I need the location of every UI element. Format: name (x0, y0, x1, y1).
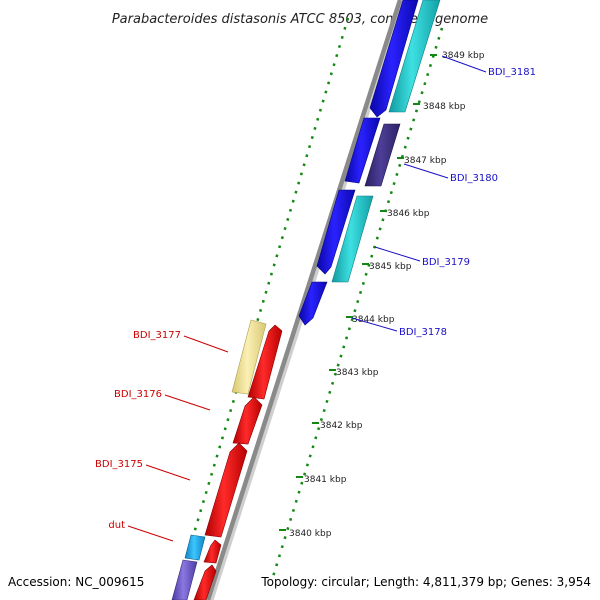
gene-lightblue[interactable] (184, 534, 206, 561)
accession-text: Accession: NC_009615 (8, 575, 144, 589)
tick-label: 3840 kbp (289, 529, 332, 539)
gene-violet[interactable] (171, 559, 198, 600)
leader-line (164, 394, 211, 411)
leader-line (127, 525, 174, 542)
gene-label[interactable]: BDI_3175 (95, 459, 143, 470)
tick-label: 3848 kbp (423, 102, 466, 112)
gene-red[interactable] (193, 564, 217, 600)
gene-yellow[interactable] (231, 319, 267, 395)
gene-cyan[interactable] (388, 0, 441, 113)
gene-purple[interactable] (364, 123, 401, 187)
tick-label: 3841 kbp (304, 475, 347, 485)
gene-red[interactable] (247, 324, 283, 400)
tick-label: 3845 kbp (369, 262, 412, 272)
gene-label[interactable]: BDI_3177 (133, 330, 181, 341)
labels-right: BDI_3181 BDI_3180 BDI_3179 BDI_3178 (351, 55, 536, 338)
backbone (205, 0, 403, 600)
tick-label: 3849 kbp (442, 51, 485, 61)
gene-blue[interactable] (369, 0, 419, 118)
gc-track-left (178, 17, 350, 581)
gene-blue[interactable] (344, 117, 381, 184)
leader-line (183, 335, 229, 353)
gene-label[interactable]: BDI_3178 (399, 327, 447, 338)
gene-label[interactable]: BDI_3181 (488, 67, 536, 78)
gene-blue[interactable] (298, 281, 328, 326)
gene-cyan[interactable] (331, 195, 374, 283)
topology-text: Topology: circular; Length: 4,811,379 bp… (260, 575, 591, 589)
gc-track-right (270, 27, 444, 581)
tick-label: 3846 kbp (387, 209, 430, 219)
gene-label[interactable]: dut (108, 520, 125, 531)
gene-red[interactable] (203, 539, 222, 564)
leader-line (441, 55, 487, 73)
leader-line (145, 464, 191, 481)
tick-label: 3842 kbp (320, 421, 363, 431)
tick-label: 3844 kbp (352, 315, 395, 325)
leader-line (351, 317, 398, 332)
gene-label[interactable]: BDI_3180 (450, 173, 498, 184)
leader-line (374, 246, 421, 262)
tick-group: 3849 kbp 3848 kbp 3847 kbp 3846 kbp 3845… (279, 51, 485, 539)
gene-label[interactable]: BDI_3176 (114, 389, 162, 400)
tick-label: 3843 kbp (336, 368, 379, 378)
gene-red[interactable] (232, 396, 263, 445)
gene-label[interactable]: BDI_3179 (422, 257, 470, 268)
tick-label: 3847 kbp (404, 156, 447, 166)
labels-left: BDI_3177 BDI_3176 BDI_3175 dut (95, 330, 229, 542)
leader-line (403, 163, 449, 179)
gene-blue[interactable] (316, 189, 356, 275)
gene-red[interactable] (204, 442, 248, 538)
